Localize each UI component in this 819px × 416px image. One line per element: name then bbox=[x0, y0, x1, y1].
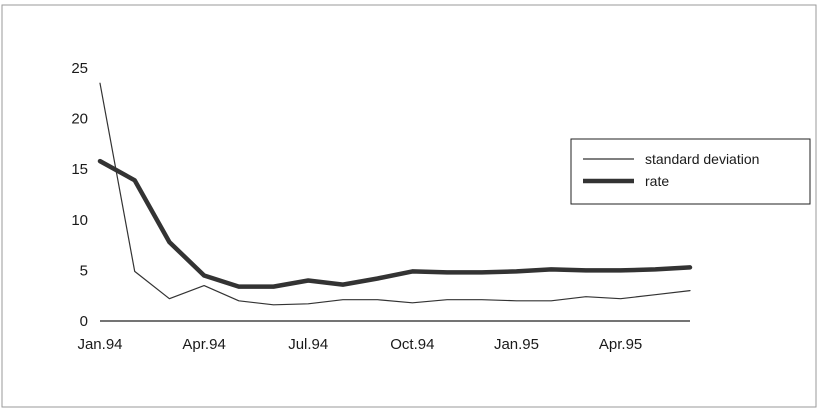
chart-frame bbox=[1, 4, 817, 408]
x-tick-label: Jan.95 bbox=[494, 336, 539, 353]
y-tick-label: 15 bbox=[71, 161, 88, 178]
legend-label-rate: rate bbox=[645, 173, 669, 189]
x-tick-label: Apr.95 bbox=[599, 336, 642, 353]
y-tick-label: 5 bbox=[80, 262, 88, 279]
x-tick-label: Jan.94 bbox=[77, 336, 122, 353]
series-line-rate bbox=[97, 158, 693, 289]
legend-label-standard-deviation: standard deviation bbox=[645, 151, 759, 167]
y-axis: 0 5 10 15 20 25 bbox=[71, 60, 88, 330]
x-tick-label: Oct.94 bbox=[390, 336, 434, 353]
y-tick-label: 20 bbox=[71, 111, 88, 128]
y-tick-label: 10 bbox=[71, 212, 88, 229]
legend-box bbox=[570, 138, 811, 205]
y-tick-label: 25 bbox=[71, 60, 88, 77]
plot-area bbox=[97, 82, 693, 306]
y-tick-label: 0 bbox=[80, 313, 88, 330]
legend: standard deviation rate bbox=[570, 138, 811, 205]
series-line-standard-deviation bbox=[99, 82, 691, 306]
x-tick-label: Apr.94 bbox=[182, 336, 225, 353]
x-axis: Jan.94 Apr.94 Jul.94 Oct.94 Jan.95 Apr.95 bbox=[77, 320, 690, 353]
x-tick-label: Jul.94 bbox=[288, 336, 328, 353]
